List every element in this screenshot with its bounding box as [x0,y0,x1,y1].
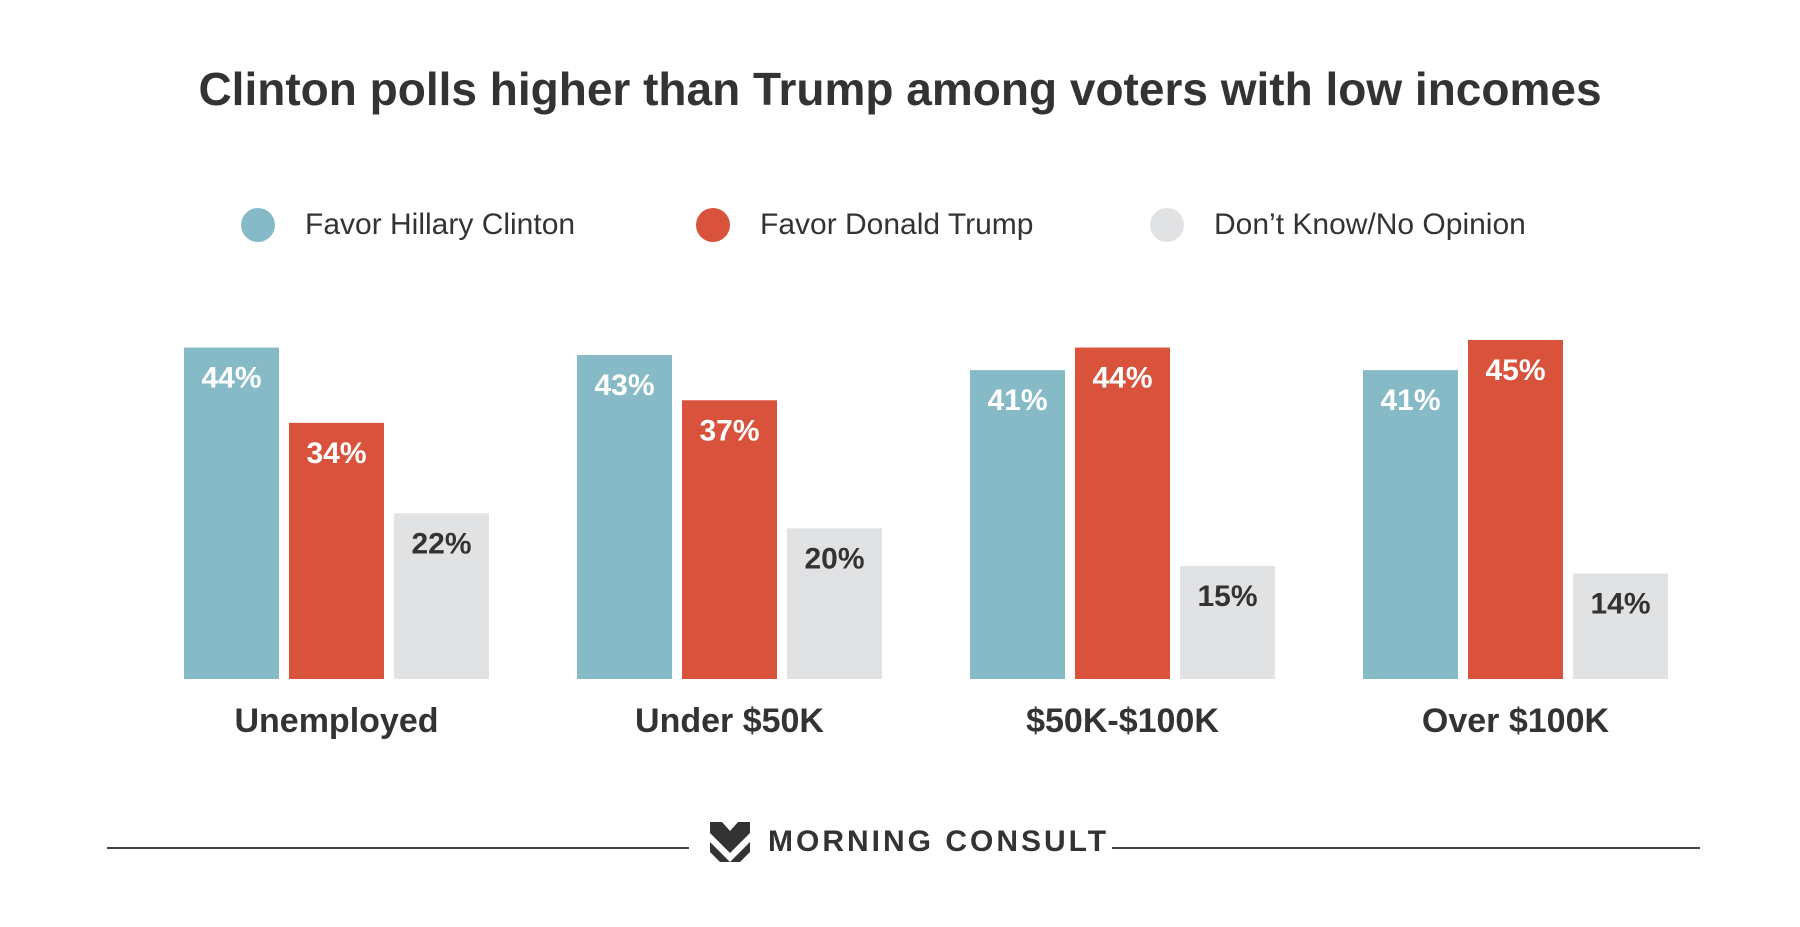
brand-name: MORNING CONSULT [768,825,1110,858]
legend-label-no-opinion: Don’t Know/No Opinion [1214,208,1526,241]
data-label-clinton-2: 43% [594,369,654,402]
bar-trump-1 [289,422,384,679]
bar-trump-2 [682,400,777,679]
brand-logo: MORNING CONSULT [710,820,1109,864]
footer-rule-right [1112,847,1700,849]
category-label-2: Under $50K [635,702,824,740]
legend-label-clinton: Favor Hillary Clinton [305,208,576,241]
bar-no-opinion-4 [1573,573,1668,679]
legend-item-clinton: Favor Hillary Clinton [241,205,575,245]
footer-rule-left [107,847,689,849]
legend-item-no-opinion: Don’t Know/No Opinion [1150,205,1526,245]
data-label-no-opinion-4: 14% [1590,588,1650,621]
bar-clinton-1 [184,347,279,679]
data-label-clinton-4: 41% [1380,384,1440,417]
bar-no-opinion-3 [1180,566,1275,679]
chart-title: Clinton polls higher than Trump among vo… [198,63,1602,115]
data-label-trump-3: 44% [1092,362,1152,395]
bar-no-opinion-2 [787,528,882,679]
data-label-no-opinion-2: 20% [804,542,864,575]
category-label-3: $50K-$100K [1026,702,1219,740]
bar-trump-3 [1075,347,1170,679]
bar-clinton-2 [577,355,672,679]
bar-clinton-3 [970,370,1065,679]
category-label-1: Unemployed [234,702,438,740]
data-label-clinton-1: 44% [201,362,261,395]
bar-clinton-4 [1363,370,1458,679]
bar-chart: 44% 34% 22% Unemployed 43% 37% 20% Under $50K 41… [184,340,1668,740]
data-label-no-opinion-1: 22% [411,527,471,560]
legend-swatch-no-opinion [1150,208,1184,242]
category-label-4: Over $100K [1422,702,1610,740]
morning-consult-chevron-logo-icon [710,822,750,862]
bar-no-opinion-1 [394,513,489,679]
bar-trump-4 [1468,340,1563,679]
data-label-trump-1: 34% [306,437,366,470]
legend-swatch-trump [696,208,730,242]
data-label-clinton-3: 41% [987,384,1047,417]
legend-item-trump: Favor Donald Trump [696,205,1033,245]
data-label-trump-2: 37% [699,414,759,447]
data-label-no-opinion-3: 15% [1197,580,1257,613]
legend: Favor Hillary Clinton Favor Donald Trump… [0,205,1800,245]
footer: MORNING CONSULT [0,820,1800,864]
data-label-trump-4: 45% [1485,354,1545,387]
legend-swatch-clinton [241,208,275,242]
legend-label-trump: Favor Donald Trump [760,208,1034,241]
